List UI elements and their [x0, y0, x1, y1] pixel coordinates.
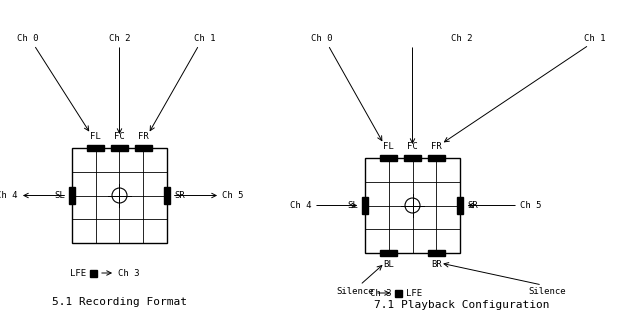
Text: Ch 2: Ch 2	[451, 34, 472, 43]
Bar	[362, 197, 368, 214]
Bar	[135, 145, 152, 151]
Text: Ch 1: Ch 1	[584, 34, 605, 43]
Text: SL: SL	[54, 191, 65, 200]
Text: FC: FC	[114, 132, 125, 141]
Text: Silence: Silence	[528, 287, 566, 296]
Bar	[457, 197, 463, 214]
Text: Ch 4: Ch 4	[0, 191, 18, 200]
Text: Silence: Silence	[336, 287, 374, 296]
Text: BR: BR	[431, 260, 442, 269]
Text: FR: FR	[431, 142, 442, 151]
Bar	[380, 250, 397, 256]
Bar	[365, 158, 460, 253]
Text: Ch 3: Ch 3	[369, 289, 391, 297]
Bar	[70, 187, 75, 204]
Text: 7.1 Playback Configuration: 7.1 Playback Configuration	[374, 300, 549, 310]
Text: LFE: LFE	[70, 268, 86, 278]
Text: LFE: LFE	[406, 289, 422, 297]
Text: Ch 0: Ch 0	[17, 34, 39, 43]
Text: 5.1 Recording Format: 5.1 Recording Format	[52, 297, 187, 307]
Text: Ch 3: Ch 3	[118, 268, 140, 278]
Bar	[87, 145, 104, 151]
Text: FL: FL	[383, 142, 394, 151]
Bar	[404, 155, 421, 161]
Text: Ch 5: Ch 5	[222, 191, 243, 200]
Bar	[111, 145, 128, 151]
Text: FC: FC	[407, 142, 418, 151]
Bar	[428, 250, 445, 256]
Text: Ch 0: Ch 0	[311, 34, 333, 43]
Bar	[380, 155, 397, 161]
Bar	[72, 148, 167, 243]
Bar	[164, 187, 170, 204]
Text: FL: FL	[91, 132, 101, 141]
Text: Ch 5: Ch 5	[520, 201, 542, 210]
Text: BL: BL	[383, 260, 394, 269]
Bar	[395, 289, 402, 296]
Text: Ch 2: Ch 2	[109, 34, 130, 43]
Text: SR: SR	[467, 201, 478, 210]
Bar	[428, 155, 445, 161]
Text: FR: FR	[138, 132, 148, 141]
Bar	[90, 270, 97, 277]
Text: Ch 4: Ch 4	[291, 201, 312, 210]
Text: Ch 1: Ch 1	[194, 34, 215, 43]
Text: SR: SR	[174, 191, 185, 200]
Text: SL: SL	[347, 201, 358, 210]
